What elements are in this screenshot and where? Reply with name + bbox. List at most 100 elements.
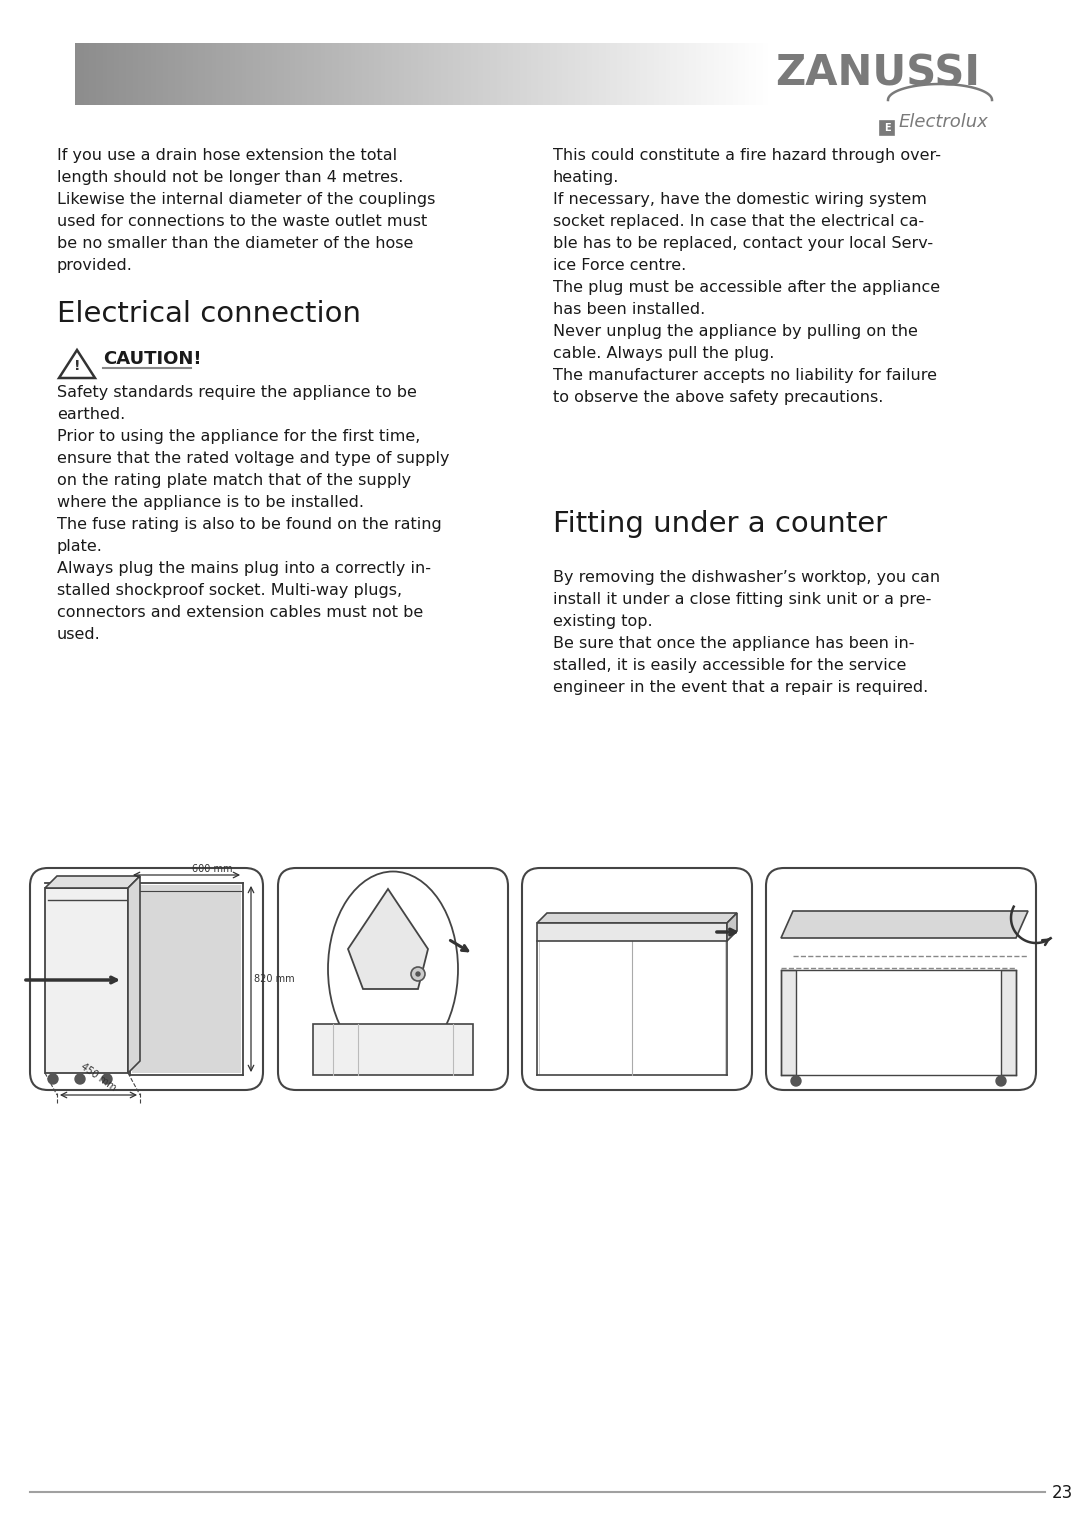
Text: 450 mm: 450 mm: [79, 1061, 118, 1093]
Bar: [404, 43, 407, 106]
Bar: [434, 43, 437, 106]
Bar: [84, 43, 87, 106]
Polygon shape: [727, 913, 737, 940]
Bar: [430, 43, 433, 106]
Bar: [193, 43, 197, 106]
Bar: [232, 43, 235, 106]
Text: stalled shockproof socket. Multi-way plugs,: stalled shockproof socket. Multi-way plu…: [57, 583, 402, 598]
Bar: [548, 43, 551, 106]
Bar: [376, 43, 379, 106]
Bar: [543, 43, 546, 106]
Bar: [153, 43, 157, 106]
Bar: [307, 43, 310, 106]
Bar: [151, 43, 154, 106]
Bar: [333, 43, 336, 106]
Text: existing top.: existing top.: [553, 615, 652, 628]
Text: Be sure that once the appliance has been in-: Be sure that once the appliance has been…: [553, 636, 915, 651]
Bar: [703, 43, 706, 106]
Bar: [240, 43, 243, 106]
Bar: [661, 43, 664, 106]
Text: By removing the dishwasher’s worktop, you can: By removing the dishwasher’s worktop, yo…: [553, 570, 940, 586]
Bar: [191, 43, 194, 106]
Bar: [374, 43, 377, 106]
Bar: [604, 43, 607, 106]
Bar: [717, 43, 720, 106]
Bar: [410, 43, 415, 106]
Bar: [420, 43, 423, 106]
Bar: [137, 43, 140, 106]
Bar: [186, 43, 189, 106]
Bar: [96, 43, 99, 106]
Bar: [596, 43, 599, 106]
Bar: [360, 43, 363, 106]
Polygon shape: [45, 876, 140, 888]
Bar: [744, 43, 747, 106]
Bar: [89, 43, 92, 106]
Text: has been installed.: has been installed.: [553, 303, 705, 317]
Bar: [554, 43, 558, 106]
Bar: [427, 43, 431, 106]
Bar: [681, 43, 686, 106]
Bar: [394, 43, 399, 106]
Bar: [416, 43, 419, 106]
Bar: [446, 43, 449, 106]
Bar: [636, 43, 639, 106]
Ellipse shape: [328, 872, 458, 1067]
Bar: [487, 43, 490, 106]
Bar: [267, 43, 271, 106]
Text: The manufacturer accepts no liability for failure: The manufacturer accepts no liability fo…: [553, 368, 937, 382]
Bar: [131, 43, 134, 106]
Bar: [509, 43, 512, 106]
Bar: [351, 43, 354, 106]
Bar: [313, 1024, 473, 1075]
Bar: [622, 43, 625, 106]
Bar: [175, 43, 178, 106]
Bar: [353, 43, 356, 106]
Bar: [687, 43, 690, 106]
FancyBboxPatch shape: [30, 868, 264, 1090]
Bar: [281, 43, 284, 106]
Bar: [163, 43, 166, 106]
Bar: [643, 43, 646, 106]
Bar: [545, 43, 549, 106]
FancyBboxPatch shape: [766, 868, 1036, 1090]
Bar: [291, 43, 294, 106]
Bar: [302, 43, 306, 106]
Bar: [657, 43, 660, 106]
Bar: [179, 43, 183, 106]
Bar: [408, 43, 411, 106]
Bar: [503, 43, 507, 106]
Text: Safety standards require the appliance to be: Safety standards require the appliance t…: [57, 385, 417, 401]
Bar: [110, 43, 113, 106]
Bar: [733, 43, 737, 106]
Bar: [473, 43, 476, 106]
Bar: [362, 43, 366, 106]
Bar: [738, 43, 741, 106]
Bar: [244, 43, 247, 106]
Bar: [400, 43, 403, 106]
Bar: [337, 43, 340, 106]
FancyBboxPatch shape: [278, 868, 508, 1090]
Text: connectors and extension cables must not be: connectors and extension cables must not…: [57, 605, 423, 619]
Bar: [701, 43, 704, 106]
Text: where the appliance is to be installed.: where the appliance is to be installed.: [57, 495, 364, 511]
Bar: [149, 43, 152, 106]
Bar: [696, 43, 699, 106]
Bar: [349, 43, 352, 106]
Bar: [669, 43, 672, 106]
Bar: [626, 43, 630, 106]
Bar: [339, 43, 342, 106]
Text: 600 mm: 600 mm: [191, 864, 232, 875]
Bar: [747, 43, 751, 106]
Bar: [157, 43, 160, 106]
Bar: [305, 43, 308, 106]
Circle shape: [791, 1076, 801, 1086]
Circle shape: [996, 1076, 1005, 1086]
Text: plate.: plate.: [57, 540, 103, 553]
Bar: [663, 43, 666, 106]
Bar: [467, 43, 470, 106]
Bar: [476, 43, 480, 106]
Bar: [721, 43, 725, 106]
Bar: [181, 43, 185, 106]
Bar: [436, 43, 440, 106]
